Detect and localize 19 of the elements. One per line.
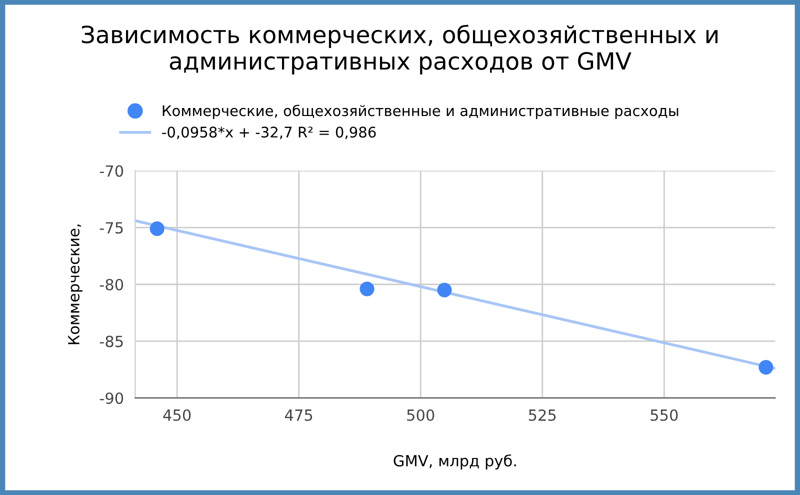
x-tick-label: 450 — [163, 409, 191, 421]
x-tick-label: 500 — [407, 409, 434, 421]
point — [758, 360, 774, 375]
y-tick-label: -75 — [100, 222, 123, 234]
x-tick-label: 550 — [650, 409, 678, 421]
point — [150, 221, 164, 236]
x-axis-title: GMV, млрд руб. — [394, 454, 516, 470]
y-tick-label: -70 — [100, 165, 124, 177]
legend-label: Коммерческие, общехозяйственные и административные расходы — [162, 104, 678, 120]
point — [437, 282, 452, 298]
y-tick-label: -85 — [100, 336, 123, 348]
y-tick-label: -90 — [100, 392, 124, 404]
x-tick-label: 525 — [528, 409, 556, 421]
y-axis-title: Коммерческие, — [68, 224, 82, 344]
legend-label: -0,0958*x + -32,7 R² = 0,986 — [162, 126, 376, 140]
y-tick-label: -80 — [100, 278, 124, 290]
point — [360, 282, 374, 296]
chart-title: Зависимость коммерческих, общехозяйственных и административных расходов от GMV — [82, 24, 718, 74]
x-tick-label: 475 — [285, 410, 312, 421]
